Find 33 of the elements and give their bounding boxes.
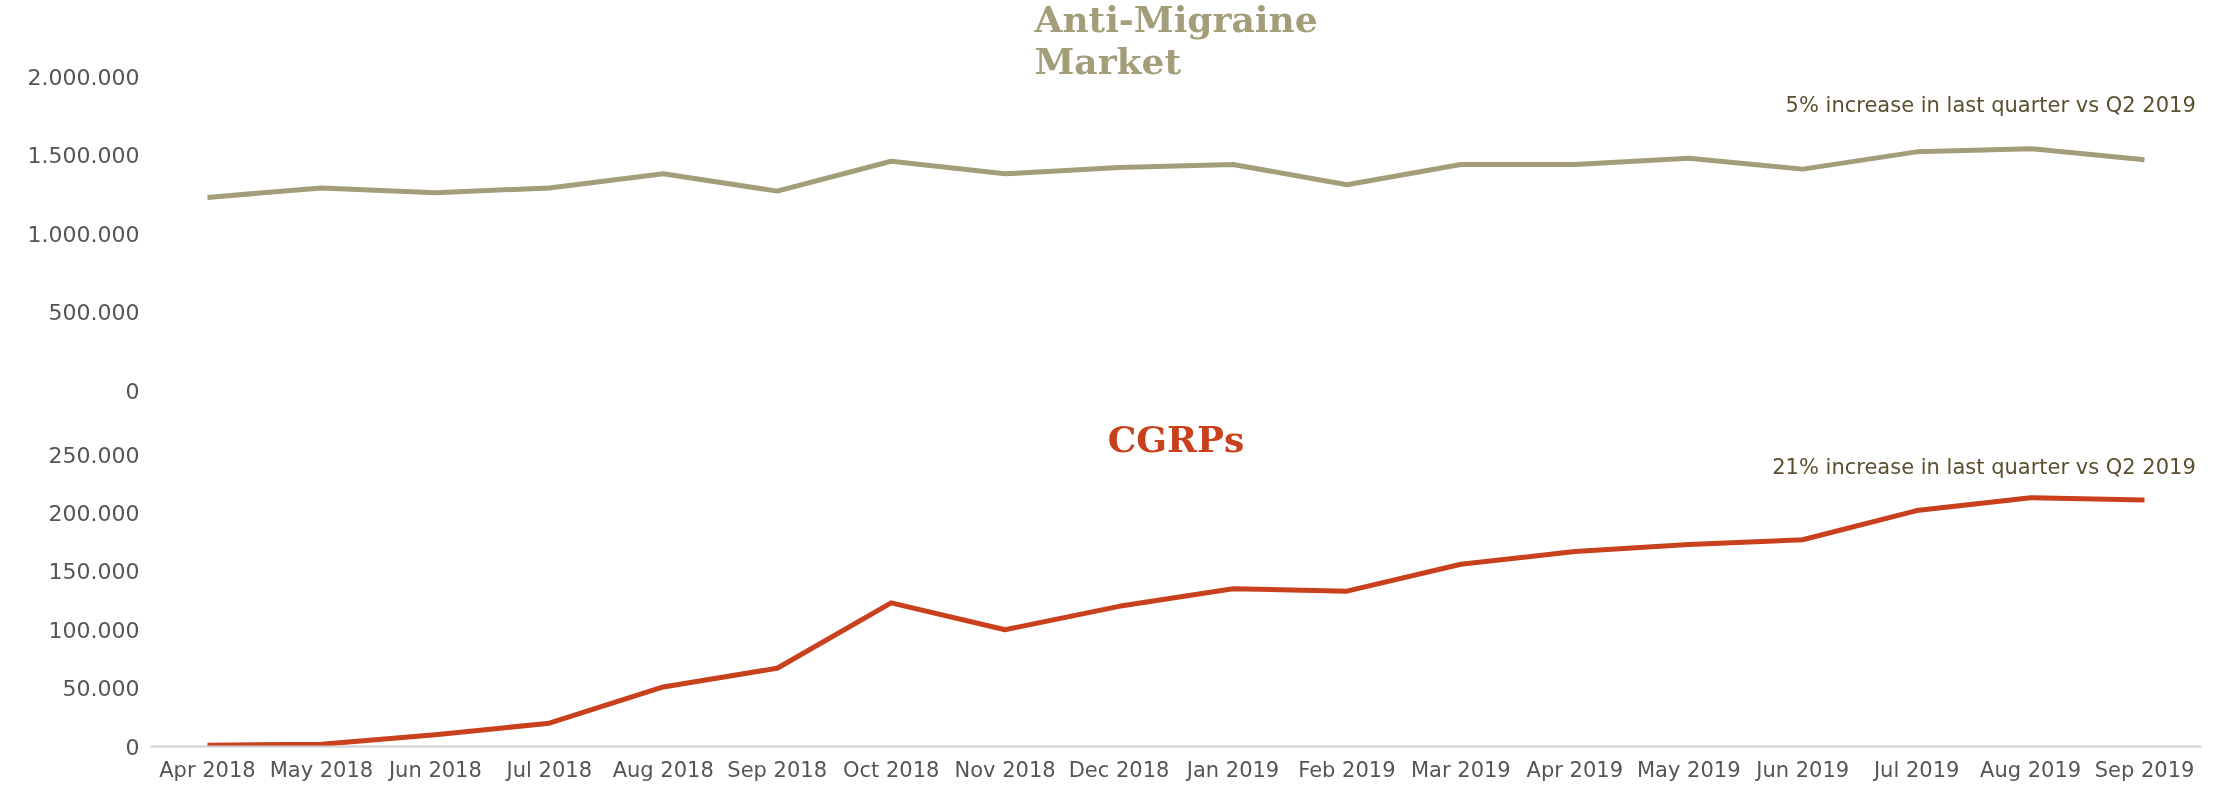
chart-title: Anti-Migraine Market: [1033, 0, 1318, 82]
x-tick-label: Nov 2018: [954, 757, 1056, 782]
x-tick-label: Dec 2018: [1068, 757, 1170, 782]
y-tick-label: 150.000: [48, 559, 140, 585]
y-tick-label: 250.000: [48, 442, 140, 468]
x-tick-label: Sep 2018: [727, 757, 828, 782]
x-tick-label: Jun 2019: [1754, 757, 1850, 782]
x-tick-label: Mar 2019: [1410, 757, 1511, 782]
y-tick-label: 1.000.000: [27, 221, 140, 247]
annotation: 5% increase in last quarter vs Q2 2019: [1785, 92, 2196, 117]
x-tick-label: Sep 2019: [2094, 757, 2195, 782]
x-tick-label: May 2019: [1636, 757, 1741, 782]
annotation: 21% increase in last quarter vs Q2 2019: [1772, 454, 2196, 479]
y-tick-label: 50.000: [62, 676, 140, 702]
y-tick-label: 200.000: [48, 500, 140, 526]
y-tick-label: 100.000: [48, 617, 140, 643]
x-tick-label: Jan 2019: [1184, 757, 1280, 782]
x-tick-label: Aug 2019: [1980, 757, 2082, 782]
x-tick-label: Apr 2018: [159, 757, 256, 782]
y-tick-label: 0: [125, 378, 140, 404]
x-tick-label: Apr 2019: [1526, 757, 1624, 782]
y-tick-label: 1.500.000: [27, 143, 140, 168]
y-tick-label: 2.000.000: [27, 64, 140, 90]
x-tick-label: Jul 2018: [504, 757, 593, 782]
x-tick-label: Jul 2019: [1871, 757, 1960, 782]
y-tick-label: 0: [125, 734, 140, 760]
x-tick-label: Oct 2018: [842, 757, 940, 782]
y-tick-label: 500.000: [48, 300, 140, 325]
x-tick-label: Aug 2018: [612, 757, 714, 782]
x-tick-label: May 2018: [269, 757, 374, 782]
chart-title: CGRPs: [1107, 417, 1245, 460]
x-tick-label: Jun 2018: [386, 757, 482, 782]
x-tick-label: Feb 2019: [1298, 757, 1396, 782]
